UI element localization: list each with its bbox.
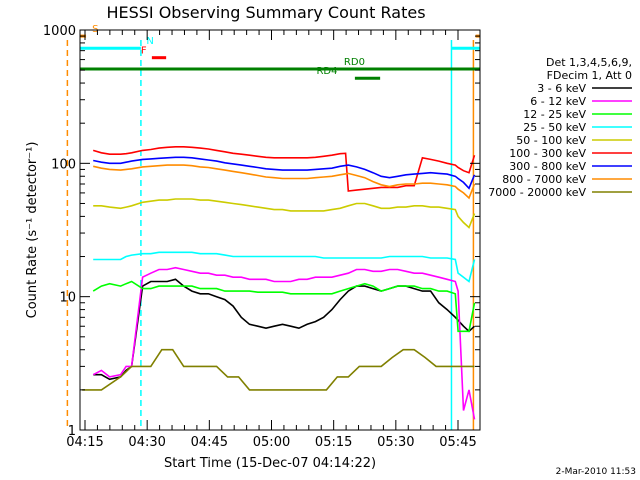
series-line-1 (92, 266, 476, 420)
y-tick-label-3: 1000 (43, 24, 76, 39)
x-tick-label-4: 05:15 (315, 435, 352, 450)
footer-timestamp: 2-Mar-2010 11:53 (556, 467, 636, 477)
series-line-7 (93, 164, 476, 200)
series-line-6 (93, 156, 476, 190)
legend-entry-3: 25 - 50 keV (523, 121, 586, 134)
series-line-4 (93, 198, 476, 229)
indicator-label-4: F (141, 46, 147, 57)
x-tick-label-2: 04:45 (191, 435, 228, 450)
legend-header-0: Det 1,3,4,5,6,9, (546, 56, 632, 69)
legend-header-1: FDecim 1, Att 0 (547, 69, 632, 82)
legend-entry-4: 50 - 100 keV (516, 134, 586, 147)
indicator-label-2: N (146, 36, 153, 47)
legend-entry-7: 800 - 7000 keV (502, 173, 586, 186)
x-tick-label-1: 04:30 (128, 435, 165, 450)
x-tick-label-0: 04:15 (66, 435, 103, 450)
legend-entry-5: 100 - 300 keV (509, 147, 586, 160)
legend-entry-8: 7000 - 20000 keV (488, 186, 586, 199)
legend-entry-2: 12 - 25 keV (523, 108, 586, 121)
x-tick-label-3: 05:00 (253, 435, 290, 450)
y-tick-label-0: 1 (68, 424, 76, 439)
indicator-label-6: RD4 (316, 66, 337, 77)
series-line-5 (92, 146, 476, 192)
series-line-8 (82, 348, 475, 391)
legend-entry-6: 300 - 800 keV (509, 160, 586, 173)
x-tick-label-5: 05:30 (377, 435, 414, 450)
x-tick-label-6: 05:45 (439, 435, 476, 450)
legend-entry-1: 6 - 12 keV (530, 95, 586, 108)
series-line-2 (92, 280, 476, 333)
y-tick-label-2: 100 (51, 157, 76, 172)
legend: Det 1,3,4,5,6,9,FDecim 1, Att 03 - 6 keV… (488, 56, 632, 199)
legend-entry-0: 3 - 6 keV (537, 82, 586, 95)
chart-title: HESSI Observing Summary Count Rates (106, 3, 425, 22)
plot-frame (79, 29, 481, 431)
series-line-0 (93, 278, 476, 381)
y-axis-label: Count Rate (s⁻¹ detector⁻¹) (25, 142, 40, 319)
x-axis-label: Start Time (15-Dec-07 04:14:22) (164, 456, 376, 471)
series-line-3 (93, 251, 476, 283)
indicator-label-5: RD0 (344, 57, 365, 68)
y-tick-label-1: 10 (59, 291, 76, 306)
